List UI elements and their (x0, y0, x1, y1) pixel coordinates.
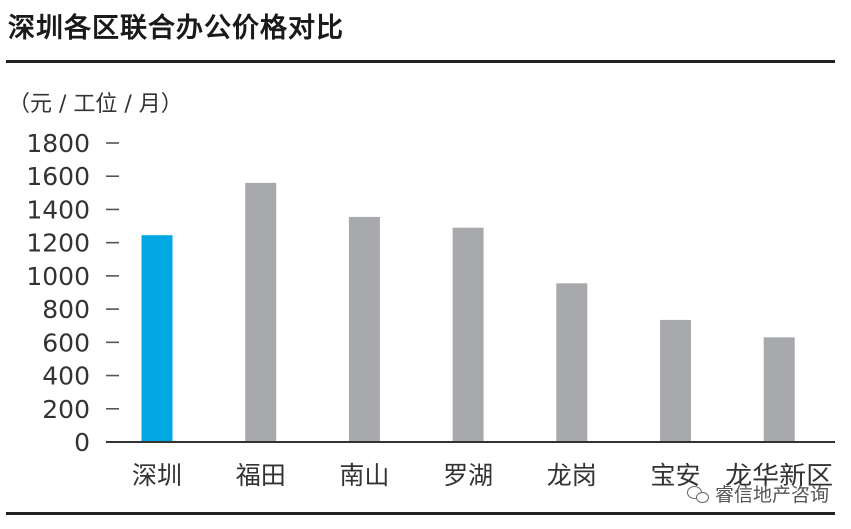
y-axis: 0 200 400 600 800 1000 1200 1400 1600 1800 (26, 129, 119, 457)
y-tick-label-1400: 1400 (26, 195, 90, 224)
y-tick-label-1200: 1200 (26, 229, 90, 258)
bars (141, 182, 795, 442)
page-title: 深圳各区联合办公价格对比 (8, 13, 344, 44)
bar-1 (141, 235, 173, 442)
y-axis-unit-label: （元 / 工位 / 月） (8, 92, 183, 117)
bar-6 (660, 319, 691, 442)
x-category-label-3: 南山 (339, 461, 389, 490)
y-tick-label-200: 200 (42, 395, 90, 424)
bottom-divider (6, 512, 835, 515)
bar-3 (348, 216, 380, 442)
bar-2 (245, 182, 277, 442)
y-tick-label-400: 400 (42, 362, 90, 391)
x-category-label-1: 深圳 (132, 461, 182, 490)
title-divider (6, 60, 835, 63)
bar-7 (763, 337, 795, 442)
x-category-label-5: 龙岗 (547, 461, 597, 490)
x-category-label-4: 罗湖 (443, 461, 493, 490)
y-tick-label-1000: 1000 (26, 262, 90, 291)
bar-4 (452, 227, 484, 442)
x-category-label-6: 宝安 (650, 461, 700, 490)
wechat-icon (686, 485, 709, 503)
bar-5 (556, 283, 588, 442)
watermark-text: 睿信地产咨询 (714, 484, 829, 506)
y-tick-label-0: 0 (74, 428, 90, 457)
y-tick-label-1800: 1800 (26, 129, 90, 158)
x-axis-labels: 深圳 福田 南山 罗湖 龙岗 宝安 龙华新区 (132, 461, 833, 490)
watermark: 睿信地产咨询 (686, 480, 829, 507)
y-tick-label-600: 600 (42, 328, 90, 357)
y-tick-label-1600: 1600 (26, 162, 90, 191)
y-tick-label-800: 800 (42, 295, 90, 324)
x-category-label-7: 龙华新区 (725, 461, 833, 490)
x-category-label-2: 福田 (236, 461, 286, 490)
